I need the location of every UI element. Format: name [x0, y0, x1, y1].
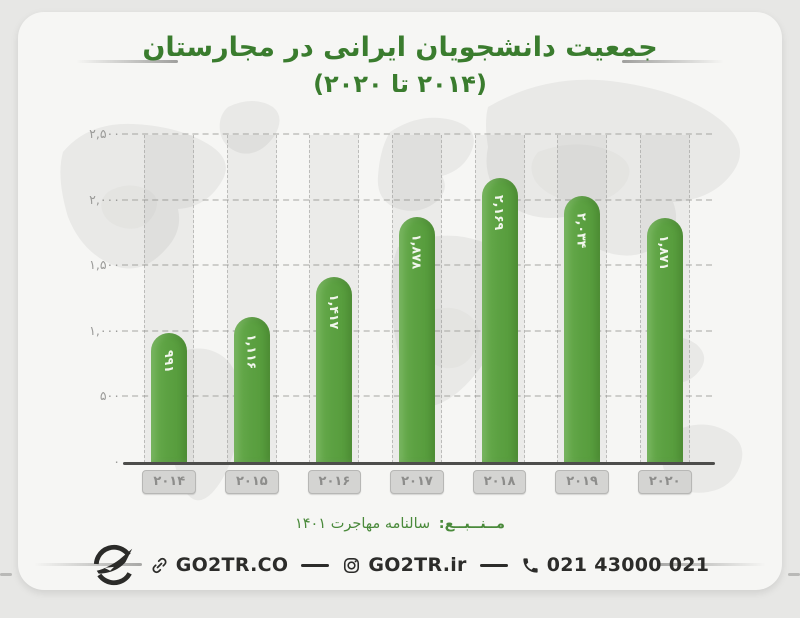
x-axis: ۲۰۱۴ ۲۰۱۵ ۲۰۱۶ ۲۰۱۷ ۲۰۱۸ ۲۰۱۹ ۲۰۲۰: [128, 470, 706, 500]
chart-column: ۱,۸۷۱: [623, 135, 706, 463]
website-label: GO2TR.CO: [175, 554, 289, 576]
y-axis: ۰ ۵۰۰ ۱,۰۰۰ ۱,۵۰۰ ۲,۰۰۰ ۲,۵۰۰: [46, 126, 120, 469]
chart-column: ۱,۴۱۷: [293, 135, 376, 463]
x-axis-line: [123, 462, 715, 465]
edge-dash-right: [788, 573, 800, 576]
x-axis-year-badge: ۲۰۱۷: [390, 470, 444, 495]
bar: ۹۹۱: [151, 332, 188, 463]
bar-value-label: ۲,۰۳۴: [574, 213, 590, 249]
x-axis-cell: ۲۰۱۵: [211, 470, 294, 495]
go2tr-logo: [91, 542, 137, 588]
y-axis-tick-label: ۲,۵۰۰: [89, 126, 120, 141]
instagram-icon: [342, 556, 361, 575]
y-axis-tick-label: ۱,۰۰۰: [89, 322, 120, 338]
title-flourish-line-right: [622, 60, 724, 63]
gridline: [122, 133, 712, 135]
bar: ۲,۱۶۹: [481, 178, 518, 463]
y-axis-tick-label: ۵۰۰: [99, 388, 120, 404]
x-axis-cell: ۲۰۱۴: [128, 470, 211, 495]
card: جمعیت دانشجویان ایرانی در مجارستان (۲۰۱۴…: [18, 12, 782, 590]
separator-dash: [301, 563, 330, 567]
footer-contact-bar: GO2TR.CO GO2TR.ir: [18, 538, 782, 590]
instagram-link[interactable]: GO2TR.ir: [342, 554, 466, 576]
chart-title: جمعیت دانشجویان ایرانی در مجارستان: [142, 32, 658, 63]
bar-value-label: ۱,۴۱۷: [326, 294, 342, 330]
phone-icon: [521, 556, 540, 575]
chart-column: ۲,۱۶۹: [458, 135, 541, 463]
instagram-label: GO2TR.ir: [368, 554, 467, 576]
source-text: سالنامه مهاجرت ۱۴۰۱: [294, 516, 431, 532]
bar-value-label: ۱,۸۷۸: [409, 233, 425, 269]
bar: ۱,۴۱۷: [316, 277, 353, 463]
link-icon: [150, 556, 169, 575]
gridline: [122, 198, 712, 201]
x-axis-cell: ۲۰۱۷: [376, 470, 459, 495]
website-link[interactable]: GO2TR.CO: [150, 554, 289, 576]
chart-plot: ۹۹۱ ۱,۱۱۶ ۱,۴۱۷ ۱,۸۷۸ ۲,۱۶۹ ۲,۰۳۴ ۱,۸۷۱: [122, 133, 712, 463]
bar-value-label: ۱,۸۷۱: [657, 234, 673, 270]
chart-column: ۹۹۱: [128, 135, 211, 463]
chart-column: ۱,۸۷۸: [376, 135, 459, 463]
x-axis-cell: ۲۰۱۸: [458, 470, 541, 495]
chart-column: ۱,۱۱۶: [211, 135, 294, 463]
phone-link[interactable]: 021 43000 021: [521, 554, 710, 576]
bar: ۱,۸۷۱: [646, 217, 683, 463]
phone-label: 021 43000 021: [546, 554, 710, 576]
y-axis-tick-label: ۱,۵۰۰: [89, 257, 120, 273]
footer-flourish-line-left: [34, 563, 142, 566]
x-axis-year-badge: ۲۰۲۰: [637, 470, 692, 495]
bar-value-label: ۹۹۱: [161, 349, 177, 373]
source-line: مــنــبــع: سالنامه مهاجرت ۱۴۰۱: [18, 516, 782, 532]
footer-flourish-line-right: [658, 563, 766, 566]
bar: ۲,۰۳۴: [564, 196, 601, 463]
x-axis-year-badge: ۲۰۱۶: [307, 470, 362, 495]
chart-column: ۲,۰۳۴: [541, 135, 624, 463]
chart-subtitle-years: (۲۰۱۴ تا ۲۰۲۰): [313, 70, 487, 98]
bar-value-label: ۱,۱۱۶: [244, 333, 260, 369]
bar: ۱,۱۱۶: [233, 316, 270, 463]
bar: ۱,۸۷۸: [398, 216, 435, 463]
title-flourish-line-left: [76, 60, 178, 63]
separator-dash: [479, 563, 508, 567]
y-axis-tick-label: ۰: [113, 454, 120, 469]
x-axis-year-badge: ۲۰۱۹: [555, 470, 609, 495]
x-axis-year-badge: ۲۰۱۸: [472, 470, 527, 495]
x-axis-cell: ۲۰۲۰: [623, 470, 706, 495]
x-axis-cell: ۲۰۱۹: [541, 470, 624, 495]
bar-value-label: ۲,۱۶۹: [492, 195, 508, 231]
x-axis-year-badge: ۲۰۱۵: [224, 470, 279, 495]
x-axis-cell: ۲۰۱۶: [293, 470, 376, 495]
y-axis-tick-label: ۲,۰۰۰: [89, 191, 120, 207]
x-axis-year-badge: ۲۰۱۴: [142, 470, 197, 495]
source-label: مــنــبــع:: [438, 516, 506, 532]
edge-dash-left: [0, 573, 12, 576]
